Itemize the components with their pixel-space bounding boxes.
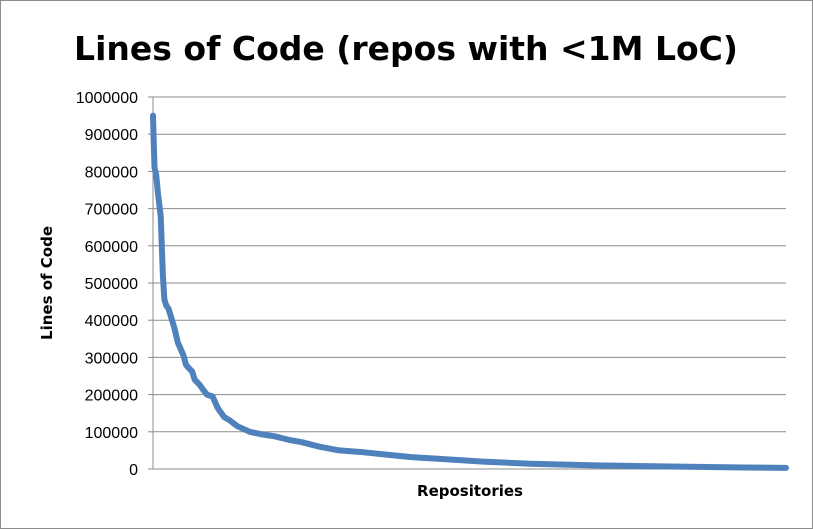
y-tick-label: 400000 [85, 313, 138, 330]
series-line [150, 112, 789, 471]
y-tick-label: 0 [129, 462, 138, 479]
y-tick-label: 1000000 [76, 90, 138, 107]
y-tick-label: 600000 [85, 239, 138, 256]
y-tick-label: 800000 [85, 164, 138, 181]
y-tick-label: 100000 [85, 425, 138, 442]
x-axis-title: Repositories [417, 482, 523, 500]
chart-title: Lines of Code (repos with <1M LoC) [74, 29, 738, 68]
y-tick-label: 200000 [85, 388, 138, 405]
gridlines [148, 96, 786, 470]
y-tick-label: 900000 [85, 127, 138, 144]
y-axis-title: Lines of Code [38, 226, 56, 340]
y-tick-label: 700000 [85, 202, 138, 219]
y-tick-label: 300000 [85, 350, 138, 367]
y-tick-label: 500000 [85, 276, 138, 293]
y-tick-labels: 0 100000 200000 300000 400000 500000 600000 700… [76, 90, 138, 479]
